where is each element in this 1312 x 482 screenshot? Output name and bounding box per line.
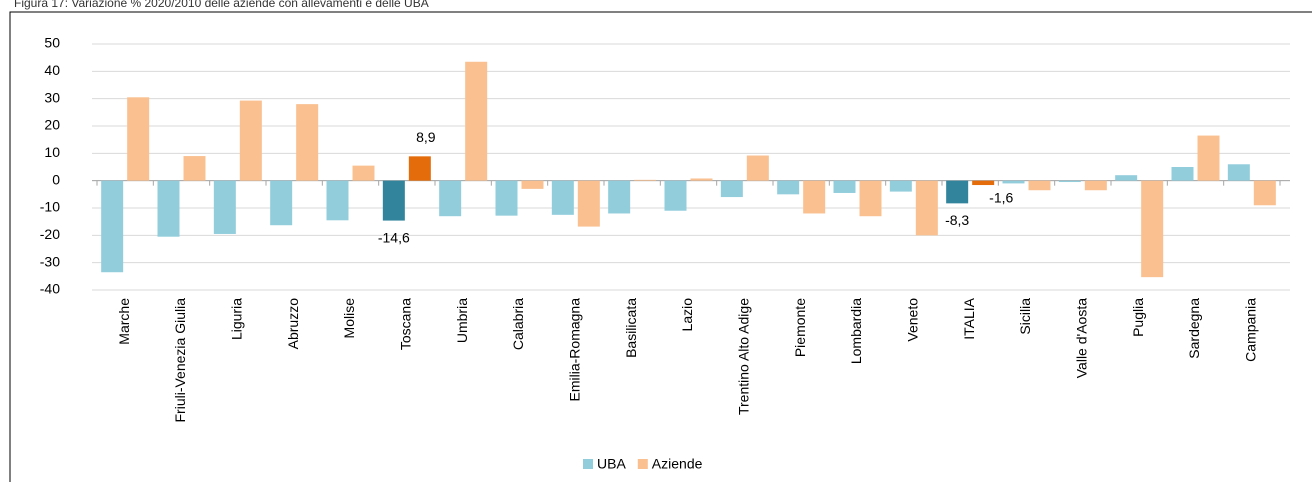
bar	[1141, 180, 1164, 278]
y-tick-label: 10	[44, 144, 60, 160]
legend-swatch	[637, 459, 648, 469]
y-tick-label: -10	[40, 199, 60, 215]
x-tick-label: Trentino Alto Adige	[736, 298, 752, 415]
chart-title: Figura 17: Variazione % 2020/2010 delle …	[14, 0, 429, 10]
bar	[1002, 180, 1025, 184]
x-tick-label: Abruzzo	[285, 298, 301, 350]
bar	[634, 179, 657, 181]
bar	[183, 156, 206, 181]
bar	[915, 180, 938, 236]
x-tick-label: Marche	[116, 298, 132, 345]
bar	[803, 180, 826, 214]
y-tick-label: -20	[40, 226, 60, 242]
bar	[1115, 175, 1138, 181]
x-tick-label: Basilicata	[623, 298, 639, 358]
legend-label: Aziende	[652, 456, 703, 472]
bar	[213, 180, 236, 234]
x-tick-label: Emilia-Romagna	[567, 298, 583, 402]
bar	[1028, 180, 1051, 191]
x-tick-label: Puglia	[1130, 298, 1146, 337]
bar	[326, 180, 349, 221]
y-tick-label: -40	[40, 281, 60, 297]
bar	[946, 180, 969, 204]
bar	[465, 61, 488, 181]
bar	[127, 97, 150, 181]
y-tick-label: 30	[44, 89, 60, 105]
y-tick-label: 20	[44, 117, 60, 133]
bar	[296, 104, 319, 181]
bar	[577, 180, 600, 227]
data-label: -1,6	[989, 190, 1013, 206]
bar	[1058, 180, 1081, 183]
bar	[1227, 164, 1250, 181]
bar	[833, 180, 856, 193]
bar	[746, 155, 769, 181]
bar	[495, 180, 518, 216]
x-tick-label: Veneto	[905, 298, 921, 342]
x-tick-label: Calabria	[510, 298, 526, 350]
bar	[1197, 135, 1220, 181]
x-tick-label: Sicilia	[1017, 298, 1033, 335]
bar	[352, 165, 375, 181]
y-tick-label: -30	[40, 253, 60, 269]
x-tick-label: ITALIA	[961, 297, 977, 339]
bar	[270, 180, 293, 226]
x-tick-label: Lombardia	[848, 298, 864, 364]
bar	[972, 180, 995, 186]
bar	[239, 100, 262, 181]
bar	[408, 156, 431, 181]
x-tick-label: Friuli-Venezia Giulia	[172, 298, 188, 423]
bar	[1253, 180, 1276, 206]
x-tick-label: Lazio	[679, 298, 695, 332]
bar	[690, 178, 713, 181]
x-tick-label: Liguria	[229, 298, 245, 340]
data-label: 8,9	[416, 129, 436, 145]
y-tick-label: 40	[44, 62, 60, 78]
bar	[382, 180, 405, 221]
bar	[664, 180, 687, 211]
bar	[1171, 167, 1194, 181]
bar	[608, 180, 631, 214]
data-label: -8,3	[945, 212, 969, 228]
bar	[1084, 180, 1107, 191]
x-tick-label: Umbria	[454, 298, 470, 343]
y-tick-label: 0	[52, 171, 60, 187]
x-tick-label: Toscana	[398, 298, 414, 350]
bar	[859, 180, 882, 217]
x-tick-label: Sardegna	[1186, 298, 1202, 359]
legend-swatch	[583, 459, 593, 469]
bar	[720, 180, 743, 198]
chart-frame	[9, 11, 1312, 482]
x-tick-label: Piemonte	[792, 298, 808, 357]
bar	[551, 180, 574, 215]
bar	[157, 180, 180, 237]
legend-label: UBA	[597, 456, 626, 472]
x-tick-label: Campania	[1243, 298, 1259, 362]
y-tick-label: 50	[44, 35, 60, 51]
bar	[777, 180, 800, 195]
x-tick-label: Molise	[341, 298, 357, 339]
bar	[889, 180, 912, 192]
data-label: -14,6	[378, 229, 410, 245]
bar	[521, 180, 544, 189]
bar	[101, 180, 124, 273]
x-tick-label: Valle d'Aosta	[1074, 298, 1090, 378]
bar	[439, 180, 462, 217]
